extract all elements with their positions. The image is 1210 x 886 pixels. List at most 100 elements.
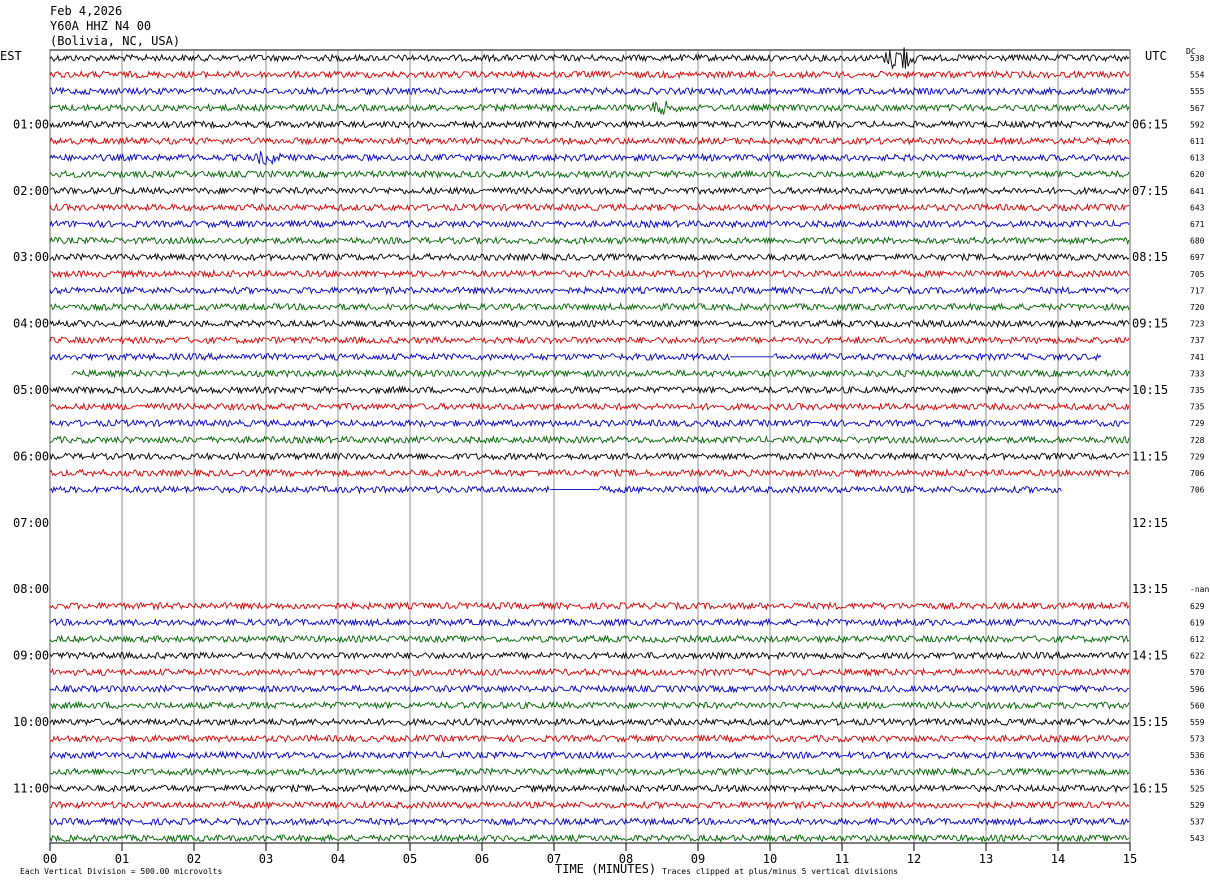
trace-row <box>49 617 1130 628</box>
x-tick-label: 04 <box>331 852 345 866</box>
trace-row <box>49 169 1130 179</box>
right-hour-label: 07:15 <box>1132 184 1168 198</box>
left-hour-label: 02:00 <box>13 184 49 198</box>
trace-row <box>49 69 1130 80</box>
x-tick-label: 15 <box>1123 852 1137 866</box>
trace-row <box>49 750 1130 760</box>
row-dc-value: 741 <box>1190 353 1205 362</box>
row-dc-value: 641 <box>1190 187 1205 196</box>
trace-row <box>49 268 1130 279</box>
right-hour-label: 13:15 <box>1132 582 1168 596</box>
trace-row <box>49 816 1130 827</box>
grid <box>49 49 1131 851</box>
trace-row <box>49 47 1130 70</box>
row-dc-value: 622 <box>1190 652 1205 661</box>
row-dc-value: 536 <box>1190 751 1205 760</box>
left-hour-label: 09:00 <box>13 649 49 663</box>
row-dc-value: 536 <box>1190 768 1205 777</box>
left-timezone: EST <box>0 49 22 63</box>
row-dc-value: 629 <box>1190 602 1205 611</box>
trace-row <box>49 434 1130 445</box>
trace-row <box>773 352 1102 362</box>
left-hour-label: 04:00 <box>13 317 49 331</box>
row-dc-value: 620 <box>1190 170 1205 179</box>
row-dc-value: 567 <box>1190 104 1205 113</box>
axis-labels: 00 01 02 03 04 05 06 07 08 09 10 11 12 13 14 15 01:00 02:… <box>13 54 1209 866</box>
trace-row <box>49 186 1130 196</box>
row-dc-value: 573 <box>1190 735 1205 744</box>
right-timezone: UTC <box>1145 49 1167 63</box>
row-dc-value: 560 <box>1190 701 1205 710</box>
right-hour-label: 15:15 <box>1132 715 1168 729</box>
trace-row <box>49 235 1130 246</box>
row-dc-value: 723 <box>1190 320 1205 329</box>
trace-row <box>49 634 1130 644</box>
clip-note: Traces clipped at plus/minus 5 vertical … <box>662 867 899 876</box>
row-dc-value: 529 <box>1190 801 1205 810</box>
row-dc-value: 592 <box>1190 120 1205 129</box>
trace-row <box>49 600 1130 611</box>
row-dc-value: 537 <box>1190 818 1205 827</box>
right-hour-label: 12:15 <box>1132 516 1168 530</box>
right-hour-label: 14:15 <box>1132 649 1168 663</box>
right-hour-label: 06:15 <box>1132 117 1168 131</box>
left-hour-label: 05:00 <box>13 383 49 397</box>
trace-row <box>49 100 1130 115</box>
trace-row <box>49 302 1130 312</box>
trace-row <box>597 484 1062 495</box>
x-tick-label: 08 <box>619 852 633 866</box>
row-dc-value: 737 <box>1190 336 1205 345</box>
row-dc-value: 619 <box>1190 618 1205 627</box>
row-dc-value: 538 <box>1190 54 1205 63</box>
row-dc-value: 697 <box>1190 253 1205 262</box>
row-dc-value: 671 <box>1190 220 1205 229</box>
trace-row <box>49 468 1130 478</box>
trace-row <box>49 650 1130 661</box>
row-dc-value: 706 <box>1190 469 1205 478</box>
row-dc-value: 705 <box>1190 270 1205 279</box>
x-tick-label: 00 <box>43 852 57 866</box>
x-tick-label: 01 <box>115 852 129 866</box>
trace-row <box>49 733 1130 744</box>
x-tick-label: 06 <box>475 852 489 866</box>
left-hour-label: 11:00 <box>13 781 49 795</box>
trace-row <box>49 766 1130 777</box>
trace-row <box>49 136 1130 146</box>
trace-row <box>49 351 731 362</box>
trace-row <box>49 700 1130 711</box>
trace-row <box>49 151 1130 166</box>
row-dc-value: 570 <box>1190 668 1205 677</box>
right-hour-label: 11:15 <box>1132 449 1168 463</box>
left-hour-label: 01:00 <box>13 117 49 131</box>
trace-row <box>49 285 1130 296</box>
trace-row <box>49 783 1130 794</box>
trace-row <box>49 335 1130 345</box>
row-dc-value: 555 <box>1190 87 1205 96</box>
header-location: (Bolivia, NC, USA) <box>50 34 181 48</box>
x-tick-label: 12 <box>907 852 921 866</box>
x-tick-label: 10 <box>763 852 777 866</box>
trace-row <box>49 385 1130 395</box>
traces <box>49 47 1131 844</box>
x-tick-label: 14 <box>1051 852 1065 866</box>
row-dc-value: 525 <box>1190 784 1205 793</box>
row-dc-value: 596 <box>1190 685 1205 694</box>
x-axis-label: TIME (MINUTES) <box>555 862 657 876</box>
trace-row <box>49 667 1130 678</box>
row-dc-value: 611 <box>1190 137 1205 146</box>
row-dc-value: 729 <box>1190 419 1205 428</box>
row-dc-value: 735 <box>1190 403 1205 412</box>
right-hour-label: 09:15 <box>1132 317 1168 331</box>
trace-row <box>49 451 1130 462</box>
right-hour-label: 16:15 <box>1132 781 1168 795</box>
row-dc-value: 717 <box>1190 286 1205 295</box>
trace-row <box>71 368 1131 379</box>
trace-row <box>49 484 550 495</box>
x-tick-label: 03 <box>259 852 273 866</box>
trace-row <box>49 683 1130 694</box>
row-dc-value: 728 <box>1190 436 1205 445</box>
row-dc-value: 613 <box>1190 154 1205 163</box>
left-hour-label: 03:00 <box>13 250 49 264</box>
row-dc-value: 680 <box>1190 237 1205 246</box>
